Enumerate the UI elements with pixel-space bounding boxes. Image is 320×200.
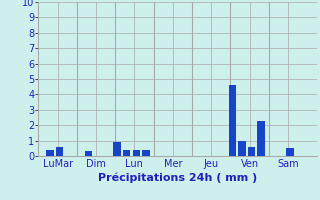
X-axis label: Précipitations 24h ( mm ): Précipitations 24h ( mm ) [98,173,257,183]
Bar [46,150,53,156]
Bar [142,150,149,156]
Bar [229,85,236,156]
Bar [133,150,140,156]
Bar [56,147,63,156]
Bar [123,150,130,156]
Bar [238,141,245,156]
Bar [258,121,265,156]
Bar [248,147,255,156]
Bar [286,148,293,156]
Bar [114,142,121,156]
Bar [85,151,92,156]
